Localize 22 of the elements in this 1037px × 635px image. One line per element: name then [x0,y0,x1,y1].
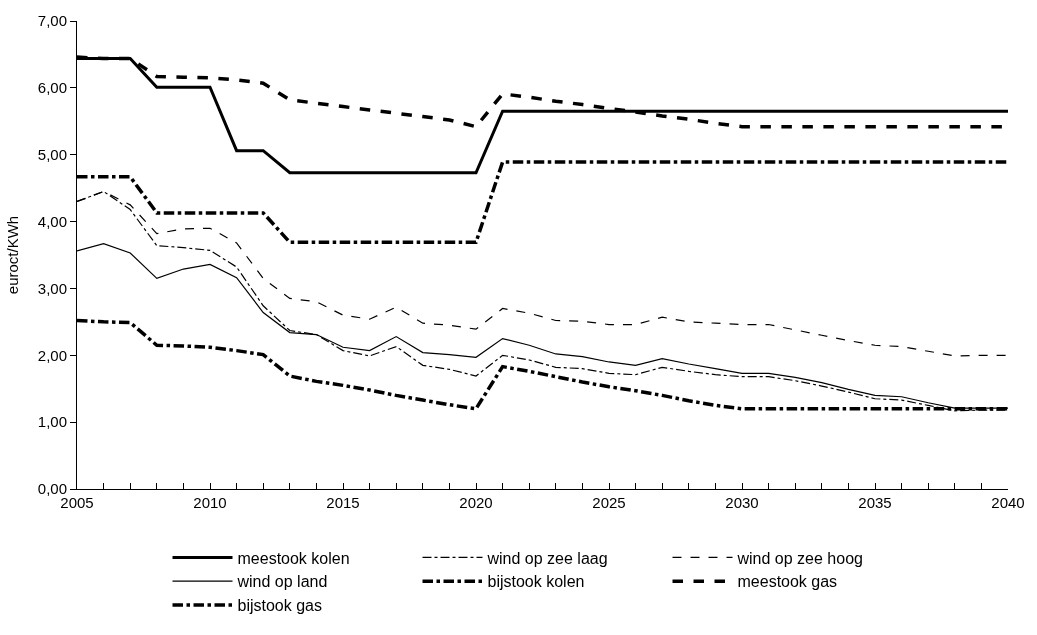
x-tick-label: 2015 [326,494,360,511]
x-tick-label: 2035 [858,494,892,511]
y-tick-label: 4,00 [37,212,67,230]
y-tick-label: 6,00 [37,79,67,97]
y-tick-label: 2,00 [37,346,67,364]
x-tick-label: 2020 [459,494,493,511]
y-tick-label: 5,00 [37,145,67,163]
y-tick-label: 7,00 [37,12,67,30]
y-tick-label: 1,00 [37,413,67,431]
y-axis-title: euroct/KWh [4,215,22,295]
legend-label: bijstook gas [237,597,322,615]
legend-label: wind op land [236,573,328,591]
legend-label: bijstook kolen [487,573,585,591]
legend-label: meestook gas [737,573,838,591]
x-tick-label: 2030 [725,494,759,511]
x-tick-label: 2040 [991,494,1025,511]
legend-label: wind op zee hoog [736,549,863,567]
legend-label: wind op zee laag [486,549,608,567]
y-tick-label: 3,00 [37,279,67,297]
x-tick-label: 2010 [193,494,227,511]
legend-label: meestook kolen [237,549,350,567]
x-tick-label: 2025 [592,494,626,511]
